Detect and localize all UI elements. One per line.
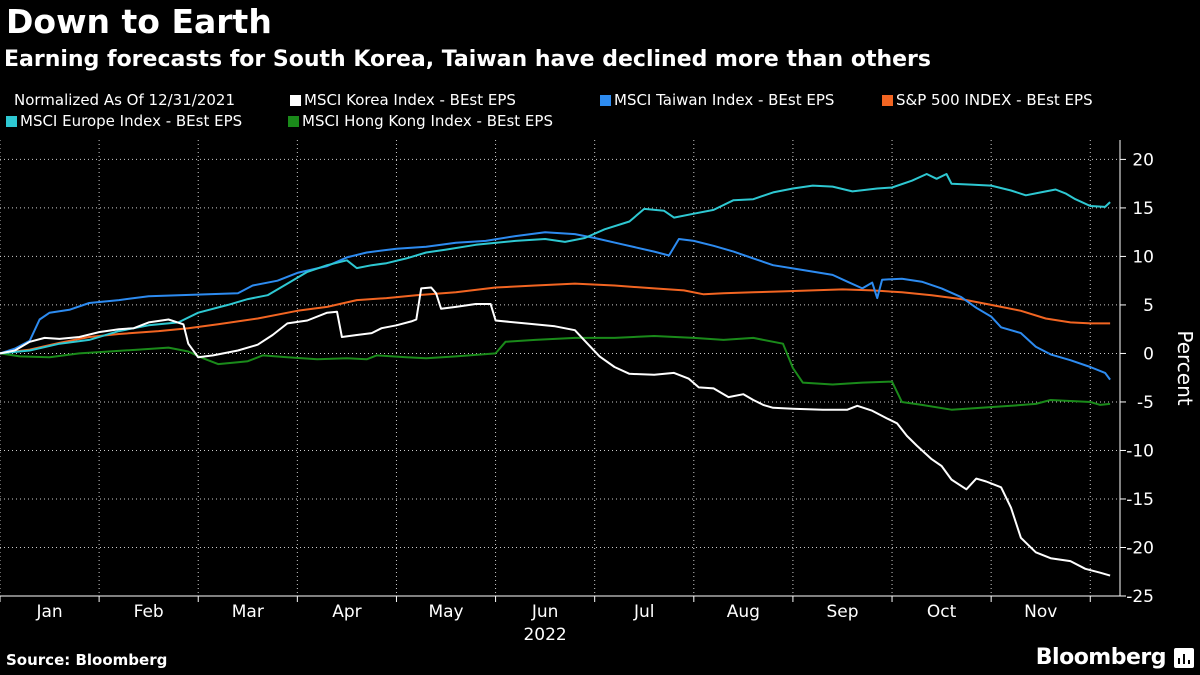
x-tick-label: Apr <box>332 602 361 622</box>
x-tick-label: Jan <box>35 602 62 622</box>
y-axis-label: Percent <box>1173 330 1197 405</box>
legend-row-2: MSCI Europe Index - BEst EPS MSCI Hong K… <box>6 111 1156 132</box>
legend-label-korea: MSCI Korea Index - BEst EPS <box>304 91 516 109</box>
legend-label-hongkong: MSCI Hong Kong Index - BEst EPS <box>302 112 553 130</box>
legend: Normalized As Of 12/31/2021 MSCI Korea I… <box>6 90 1156 132</box>
bloomberg-logo: Bloomberg <box>1035 645 1167 670</box>
legend-item-taiwan: MSCI Taiwan Index - BEst EPS <box>600 90 834 110</box>
y-tick-label: 5 <box>1143 296 1154 316</box>
legend-swatch-sp500 <box>882 95 893 106</box>
x-tick-label: Feb <box>134 602 164 622</box>
legend-item-sp500: S&P 500 INDEX - BEst EPS <box>882 90 1093 110</box>
legend-item-korea: MSCI Korea Index - BEst EPS <box>290 90 516 110</box>
x-tick-label: Jul <box>633 602 655 622</box>
x-tick-label: Jun <box>531 602 559 622</box>
x-tick-label: Mar <box>232 602 264 622</box>
y-tick-label: 0 <box>1143 344 1154 364</box>
legend-swatch-korea <box>290 95 301 106</box>
series-line-0 <box>0 286 1111 577</box>
series-lines <box>0 173 1111 577</box>
legend-item-europe: MSCI Europe Index - BEst EPS <box>6 111 242 131</box>
y-tick-label: 15 <box>1132 199 1154 219</box>
legend-item-hongkong: MSCI Hong Kong Index - BEst EPS <box>288 111 553 131</box>
legend-swatch-europe <box>6 116 17 127</box>
y-tick-label: -10 <box>1126 441 1154 461</box>
gridlines <box>0 140 1120 597</box>
source-note: Source: Bloomberg <box>6 651 168 669</box>
x-tick-label: Oct <box>927 602 957 622</box>
axes: 20 15 10 5 0 -5 -10 -15 -20 -25 Jan Feb Mar Apr May Jun… <box>0 140 1197 645</box>
x-axis-label: 2022 <box>523 625 566 645</box>
legend-label-sp500: S&P 500 INDEX - BEst EPS <box>896 91 1093 109</box>
x-tick-label: Aug <box>727 602 760 622</box>
y-tick-label: 10 <box>1132 247 1154 267</box>
series-line-4 <box>0 335 1111 411</box>
y-tick-label: -20 <box>1126 538 1154 558</box>
x-tick-label: May <box>428 602 463 622</box>
legend-note: Normalized As Of 12/31/2021 <box>14 91 235 109</box>
legend-label-taiwan: MSCI Taiwan Index - BEst EPS <box>614 91 835 109</box>
x-tick-label: Nov <box>1024 602 1057 622</box>
chart-title: Down to Earth <box>6 2 272 41</box>
series-line-3 <box>0 173 1111 355</box>
y-tick-label: -25 <box>1126 587 1154 607</box>
y-tick-label: -5 <box>1137 393 1154 413</box>
legend-swatch-hongkong <box>288 116 299 127</box>
bloomberg-chart-icon <box>1174 648 1194 668</box>
y-tick-label: -15 <box>1126 490 1154 510</box>
chart-subtitle: Earning forecasts for South Korea, Taiwa… <box>4 47 931 72</box>
legend-row-1: Normalized As Of 12/31/2021 MSCI Korea I… <box>6 90 1156 111</box>
series-line-2 <box>0 282 1111 355</box>
legend-label-europe: MSCI Europe Index - BEst EPS <box>20 112 243 130</box>
legend-swatch-taiwan <box>600 95 611 106</box>
series-line-1 <box>0 231 1111 381</box>
x-tick-label: Sep <box>826 602 858 622</box>
y-tick-label: 20 <box>1132 150 1154 170</box>
